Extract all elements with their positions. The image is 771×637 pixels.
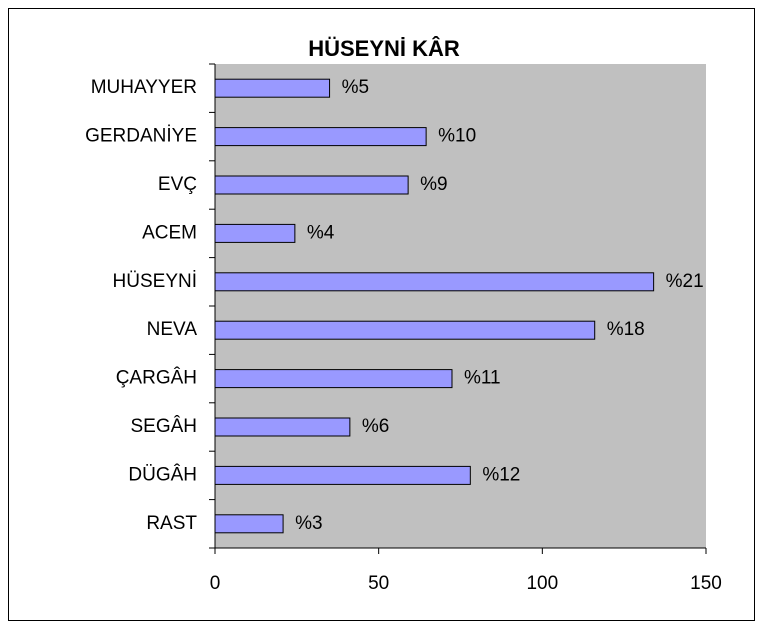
bar	[214, 514, 284, 534]
bar-annotation: %5	[342, 77, 369, 98]
y-tick-label: SEGÂH	[130, 415, 197, 437]
bar-annotation: %21	[666, 271, 704, 292]
bar-annotation: %9	[420, 174, 447, 195]
x-tick-label: 0	[210, 573, 221, 594]
bar-annotation: %18	[607, 319, 645, 340]
bar	[214, 417, 351, 437]
bar-annotation: %12	[482, 464, 520, 485]
chart-title: HÜSEYNİ KÂR	[308, 36, 460, 61]
bar	[214, 175, 409, 195]
y-tick-label: DÜGÂH	[128, 463, 197, 485]
y-tick-label: EVÇ	[158, 174, 197, 195]
y-tick-label: HÜSEYNİ	[113, 271, 197, 292]
bar	[214, 465, 471, 485]
bar	[214, 320, 596, 340]
x-tick-label: 100	[526, 573, 558, 594]
x-tick-label: 150	[690, 573, 722, 594]
y-tick-label: ÇARGÂH	[116, 367, 197, 389]
y-tick-label: NEVA	[147, 319, 198, 340]
y-tick-label: GERDANİYE	[85, 126, 197, 147]
y-tick-label: RAST	[146, 513, 197, 534]
bar	[214, 369, 453, 389]
bar	[214, 78, 331, 98]
bar	[214, 272, 655, 292]
y-tick-label: MUHAYYER	[91, 77, 197, 98]
y-tick-label: ACEM	[142, 222, 197, 243]
bar	[214, 127, 427, 147]
bar-annotation: %3	[295, 513, 322, 534]
bar-annotation: %11	[464, 368, 501, 389]
bar	[214, 223, 296, 243]
bar-annotation: %4	[307, 222, 335, 243]
x-tick-label: 50	[368, 573, 389, 594]
bar-annotation: %6	[362, 416, 389, 437]
bar-annotation: %10	[438, 126, 476, 147]
